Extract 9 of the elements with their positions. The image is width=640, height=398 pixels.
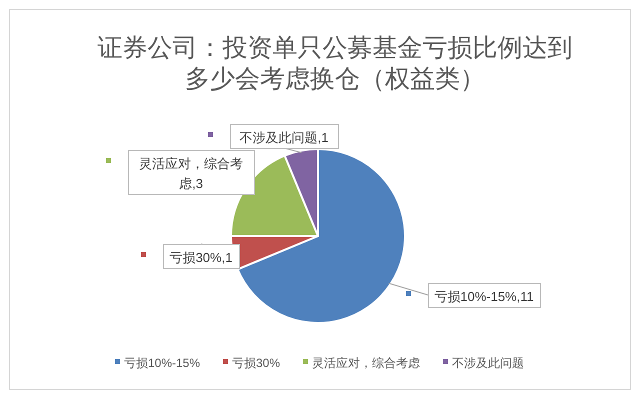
legend-label: 亏损30% (232, 356, 280, 370)
legend-label: 不涉及此问题 (452, 356, 524, 370)
data-label: 亏损10%-15%,11 (434, 289, 534, 304)
data-label: 不涉及此问题,1 (240, 130, 328, 145)
data-label: 灵活应对，综合考虑,3 (139, 156, 243, 191)
title: 证券公司：投资单只公募基金亏损比例达到多少会考虑换仓（权益类） (98, 34, 572, 93)
legend-label: 亏损10%-15% (124, 356, 200, 370)
legend-label: 灵活应对，综合考虑 (312, 356, 420, 370)
data-label: 亏损30%,1 (170, 250, 232, 265)
